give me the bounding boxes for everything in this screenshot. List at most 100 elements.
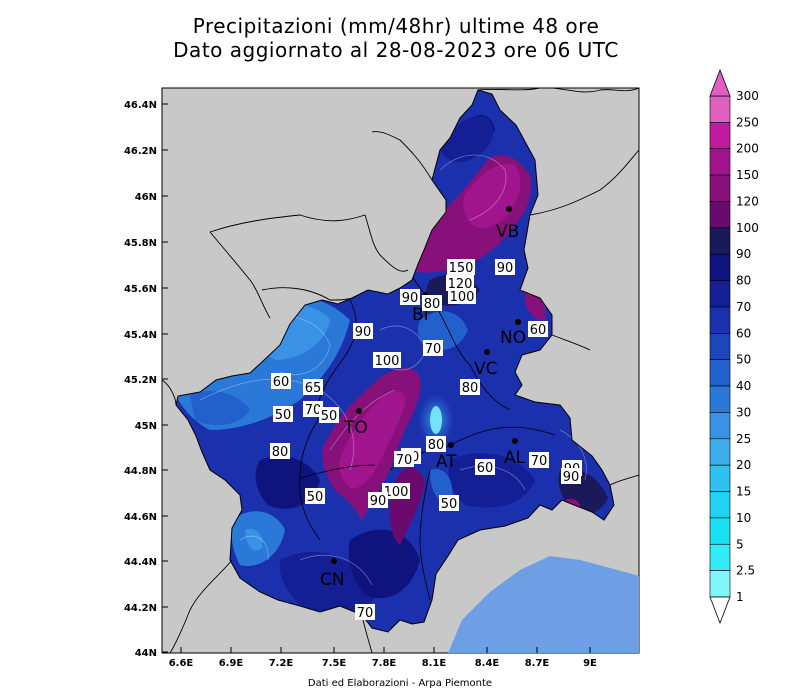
station-value-box xyxy=(495,259,515,275)
station-value-box xyxy=(561,468,581,484)
station-value-label: 90 xyxy=(563,470,580,485)
station-value-box xyxy=(303,379,323,395)
station-value-label: 90 xyxy=(370,494,387,509)
legend-swatch xyxy=(709,280,731,308)
lon-tick-label: 8.7E xyxy=(525,658,550,669)
station-value-label: 150 xyxy=(449,261,474,276)
station-value-box xyxy=(423,340,443,356)
lon-tick-label: 7.5E xyxy=(322,658,347,669)
legend-swatch xyxy=(709,517,731,545)
lat-tick-label: 46.4N xyxy=(124,100,157,111)
station-value-box xyxy=(447,259,475,275)
station-value-label: 80 xyxy=(272,445,289,460)
legend-swatch xyxy=(709,464,731,492)
lon-tick-label: 7.2E xyxy=(269,658,294,669)
lon-tick-label: 8.1E xyxy=(422,658,447,669)
station-value-label: 50 xyxy=(307,490,324,505)
station-value-box xyxy=(426,436,446,452)
credit-text: Dati ed Elaborazioni - Arpa Piemonte xyxy=(307,678,493,689)
legend-level-label: 5 xyxy=(736,537,744,551)
station-value-box xyxy=(400,289,420,305)
station-value-box xyxy=(273,406,293,422)
legend-swatch xyxy=(709,491,731,519)
station-value-box xyxy=(271,373,291,389)
station-value-label: 50 xyxy=(321,409,338,424)
legend-level-label: 300 xyxy=(736,89,759,103)
legend-level-label: 60 xyxy=(736,326,751,340)
station-value-label: 90 xyxy=(497,261,514,276)
legend-level-label: 50 xyxy=(736,353,751,367)
station-value-box xyxy=(439,495,459,511)
map-title-line-1: Precipitazioni (mm/48hr) ultime 48 ore xyxy=(192,14,600,38)
lat-tick-label: 45.4N xyxy=(124,330,157,341)
legend-level-label: 150 xyxy=(736,168,759,182)
lat-tick-label: 45N xyxy=(135,421,157,432)
lat-tick-label: 45.6N xyxy=(124,284,157,295)
station-value-label: 50 xyxy=(441,497,458,512)
station-value-label: 80 xyxy=(428,438,445,453)
lat-tick-label: 45.2N xyxy=(124,375,157,386)
station-value-box xyxy=(355,604,375,620)
station-value-label: 100 xyxy=(450,290,475,305)
legend-swatch xyxy=(709,359,731,387)
station-value-box xyxy=(368,492,388,508)
legend-swatch xyxy=(709,174,731,202)
lat-tick-label: 45.8N xyxy=(124,238,157,249)
station-value-box xyxy=(529,452,549,468)
lon-tick-label: 6.9E xyxy=(219,658,244,669)
station-value-box xyxy=(528,321,548,337)
legend-swatch xyxy=(709,122,731,150)
station-value-box xyxy=(460,379,480,395)
city-label-no: NO xyxy=(500,328,526,348)
station-value-label: 60 xyxy=(273,375,290,390)
city-label-al: AL xyxy=(504,448,526,468)
station-value-label: 90 xyxy=(355,325,372,340)
legend-level-label: 30 xyxy=(736,405,751,419)
station-value-label: 70 xyxy=(396,453,413,468)
station-value-label: 70 xyxy=(531,454,548,469)
legend-level-label: 90 xyxy=(736,247,751,261)
lon-tick-label: 6.6E xyxy=(169,658,194,669)
legend-level-label: 15 xyxy=(736,485,751,499)
station-value-box xyxy=(353,323,373,339)
legend-swatch xyxy=(709,201,731,229)
legend-swatch xyxy=(709,306,731,334)
legend-level-label: 100 xyxy=(736,221,759,235)
station-value-label: 70 xyxy=(425,342,442,357)
city-label-to: TO xyxy=(343,418,368,438)
legend-swatch xyxy=(709,385,731,413)
station-value-label: 70 xyxy=(357,606,374,621)
station-value-label: 90 xyxy=(402,291,419,306)
legend-level-label: 10 xyxy=(736,511,751,525)
station-value-label: 80 xyxy=(424,297,441,312)
lon-tick-label: 7.8E xyxy=(372,658,397,669)
station-value-label: 100 xyxy=(375,354,400,369)
station-value-box xyxy=(446,275,474,291)
legend-swatch xyxy=(709,227,731,255)
station-value-label: 80 xyxy=(462,381,479,396)
city-label-at: AT xyxy=(436,452,457,472)
lat-tick-label: 46N xyxy=(135,192,157,203)
legend-swatch xyxy=(709,412,731,440)
station-value-label: 60 xyxy=(477,461,494,476)
lat-tick-label: 44N xyxy=(135,648,157,659)
lon-tick-label: 8.4E xyxy=(475,658,500,669)
lon-tick-label: 9E xyxy=(583,658,597,669)
legend-swatch xyxy=(709,148,731,176)
legend-swatch xyxy=(709,543,731,571)
legend-level-label: 40 xyxy=(736,379,751,393)
station-value-box xyxy=(475,459,495,475)
legend-level-label: 1 xyxy=(736,590,744,604)
lat-tick-label: 46.2N xyxy=(124,146,157,157)
station-value-label: 50 xyxy=(275,408,292,423)
legend-level-label: 25 xyxy=(736,432,751,446)
station-value-box xyxy=(448,288,476,304)
city-label-vc: VC xyxy=(474,359,498,379)
legend-swatch xyxy=(709,95,731,123)
station-value-label: 70 xyxy=(305,403,322,418)
lat-tick-label: 44.6N xyxy=(124,512,157,523)
station-value-box xyxy=(303,401,323,417)
station-value-box xyxy=(422,295,442,311)
city-label-cn: CN xyxy=(320,570,345,590)
